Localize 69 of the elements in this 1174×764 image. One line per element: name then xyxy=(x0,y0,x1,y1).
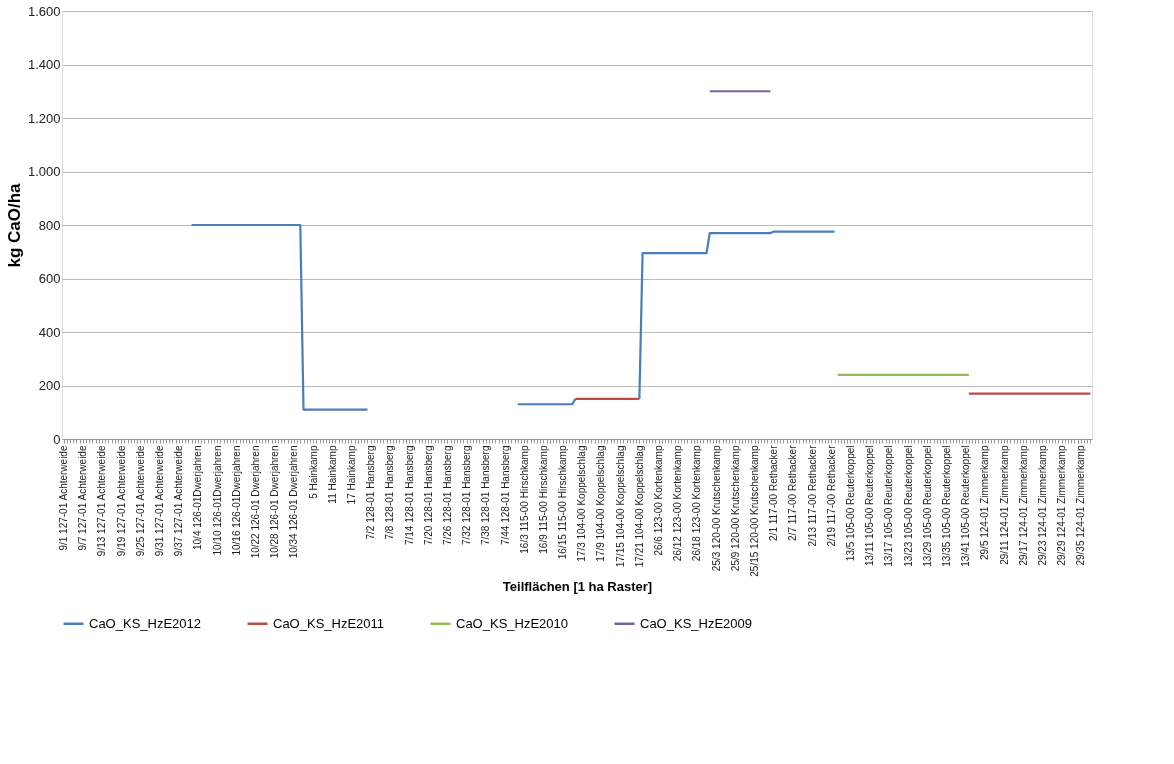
x-tick-label: 7/20 128-01 Hansberg xyxy=(422,445,434,546)
x-tick-label: 25/9 120-00 Krutschenkamp xyxy=(729,445,741,572)
x-tick-label: 16/9 115-00 Hirschkamp xyxy=(537,445,549,554)
x-tick-label: 2/13 117-00 Rethacker xyxy=(806,444,818,547)
x-tick-label: 7/38 128-01 Hansberg xyxy=(480,445,492,546)
x-tick-label: 29/35 124-01 Zimmerkamp xyxy=(1075,445,1087,566)
x-tick-label: 10/22 126-01 Dwerjahren xyxy=(250,445,262,559)
x-tick-label: 7/26 128-01 Hansberg xyxy=(441,445,453,546)
x-tick-label: 29/11 124-01 Zimmerkamp xyxy=(998,445,1010,565)
x-tick-label: 10/28 126-01 Dwerjahren xyxy=(269,445,281,559)
x-tick-label: 9/19 127-01 Achterweide xyxy=(115,445,127,557)
legend-label: CaO_KS_HzE2011 xyxy=(273,615,385,631)
x-tick-label: 17/3 104-00 Koppelschlag xyxy=(576,445,588,562)
x-tick-label: 17 Hainkamp xyxy=(345,445,357,505)
x-tick-label: 17/9 104-00 Koppelschlag xyxy=(595,445,607,562)
x-tick-label: 13/29 105-00 Reuterkoppel xyxy=(921,445,933,567)
x-axis-title: Teilflächen [1 ha Raster] xyxy=(502,578,653,594)
y-axis-title: kg CaO/ha xyxy=(4,182,24,268)
x-tick-label: 11 Hainkamp xyxy=(326,445,338,504)
x-tick-label: 7/8 128-01 Hansberg xyxy=(384,445,396,540)
x-tick-label: 16/15 115-00 Hirschkamp xyxy=(557,445,569,560)
x-tick-label: 2/1 117-00 Rethacker xyxy=(768,444,780,541)
x-tick-label: 7/2 128-01 Hansberg xyxy=(365,445,377,540)
y-tick-label: 0 xyxy=(53,431,61,447)
x-tick-label: 9/37 127-01 Achterweide xyxy=(173,445,185,557)
legend-label: CaO_KS_HzE2012 xyxy=(89,615,202,631)
x-tick-label: 29/29 124-01 Zimmerkamp xyxy=(1056,445,1068,566)
x-tick-label: 9/31 127-01 Achterweide xyxy=(154,445,166,557)
x-tick-label: 2/7 117-00 Rethacker xyxy=(787,444,799,541)
x-tick-label: 9/1 127-01 Achterweide xyxy=(58,445,70,551)
x-tick-label: 17/15 104-00 Koppelschlag xyxy=(614,445,626,568)
x-tick-label: 13/5 105-00 Reuterkoppel xyxy=(844,445,856,562)
x-tick-label: 10/34 126-01 Dwerjahren xyxy=(288,445,300,559)
x-tick-label: 5 Hainkamp xyxy=(307,445,319,499)
legend-label: CaO_KS_HzE2009 xyxy=(640,615,753,631)
y-tick-label: 1.400 xyxy=(27,57,61,72)
y-tick-label: 200 xyxy=(38,378,61,393)
x-tick-label: 13/41 105-00 Reuterkoppel xyxy=(960,445,972,567)
x-tick-label: 26/18 123-00 Kortenkamp xyxy=(691,445,703,562)
x-tick-label: 9/25 127-01 Achterweide xyxy=(134,445,146,557)
x-tick-label: 7/14 128-01 Hansberg xyxy=(403,445,415,546)
x-tick-label: 10/16 126-01Dwerjahren xyxy=(230,445,242,556)
x-tick-label: 13/17 105-00 Reuterkoppel xyxy=(883,445,895,567)
y-tick-label: 800 xyxy=(38,217,61,233)
x-tick-label: 2/19 117-00 Rethacker xyxy=(825,444,837,547)
y-tick-label: 1.000 xyxy=(27,164,61,179)
x-tick-label: 13/23 105-00 Reuterkoppel xyxy=(902,445,914,567)
x-tick-label: 25/3 120-00 Krutschenkamp xyxy=(710,445,722,572)
x-tick-label: 9/7 127-01 Achterweide xyxy=(77,445,89,551)
y-tick-label: 1.200 xyxy=(27,110,61,126)
x-tick-label: 25/15 120-00 Krutschenkamp xyxy=(749,445,761,577)
x-tick-label: 7/32 128-01 Hansberg xyxy=(461,445,473,546)
x-tick-label: 7/44 128-01 Hansberg xyxy=(499,445,511,546)
y-tick-label: 400 xyxy=(38,324,61,340)
x-tick-label: 26/6 123-00 Kortenkamp xyxy=(653,445,665,556)
x-tick-label: 10/4 126-01Dwerjahren xyxy=(192,445,204,551)
y-tick-label: 600 xyxy=(38,271,61,286)
x-tick-label: 10/10 126-01Dwerjahren xyxy=(211,445,223,556)
x-tick-label: 16/3 115-00 Hirschkamp xyxy=(518,445,530,554)
x-tick-label: 29/5 124-01 Zimmerkamp xyxy=(979,445,991,560)
x-tick-label: 17/21 104-00 Koppelschlag xyxy=(633,445,645,568)
y-tick-label: 1.600 xyxy=(27,3,61,19)
x-tick-label: 13/35 105-00 Reuterkoppel xyxy=(940,445,952,567)
x-tick-label: 13/11 105-00 Reuterkoppel xyxy=(864,445,876,566)
x-tick-label: 29/17 124-01 Zimmerkamp xyxy=(1017,445,1029,566)
x-tick-label: 29/23 124-01 Zimmerkamp xyxy=(1036,445,1048,566)
x-tick-label: 26/12 123-00 Kortenkamp xyxy=(672,445,684,562)
legend-label: CaO_KS_HzE2010 xyxy=(456,615,569,631)
x-tick-label: 9/13 127-01 Achterweide xyxy=(96,445,108,557)
